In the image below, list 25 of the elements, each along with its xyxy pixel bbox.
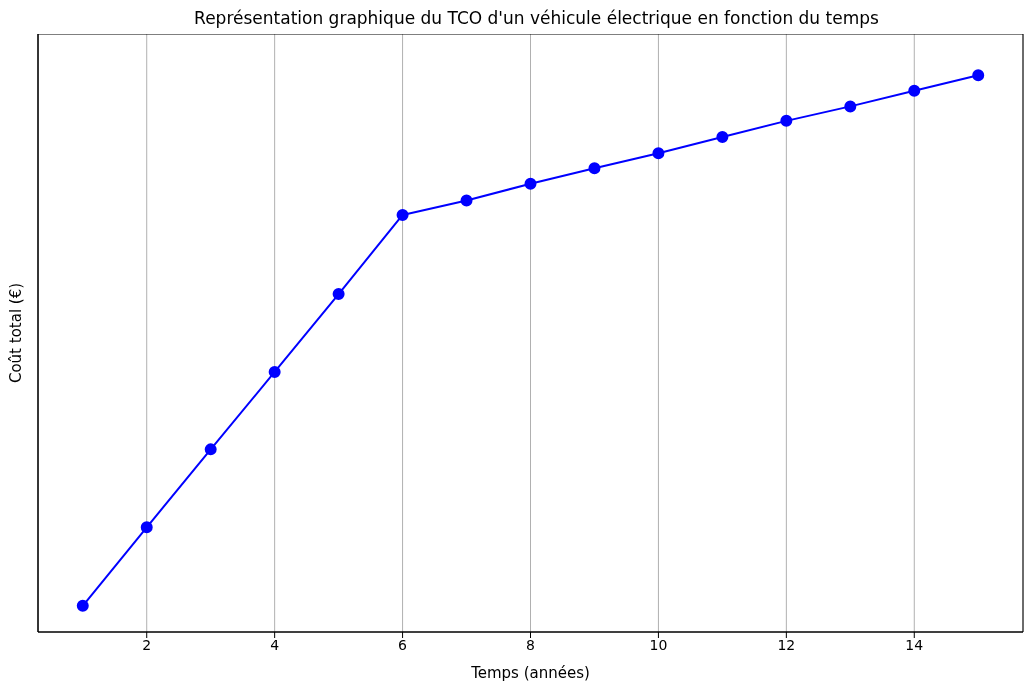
x-tick-label: 6 bbox=[398, 636, 408, 653]
x-tick-label: 12 bbox=[777, 636, 796, 653]
chart-title: Représentation graphique du TCO d'un véhicule électrique en fonction du temps bbox=[193, 8, 880, 30]
point bbox=[524, 177, 537, 190]
point bbox=[716, 131, 729, 144]
x-tick-label: 10 bbox=[649, 636, 668, 653]
point bbox=[908, 84, 921, 97]
point bbox=[396, 208, 409, 221]
y-axis-title: Coût total (€) bbox=[7, 282, 26, 384]
point bbox=[76, 599, 89, 612]
point bbox=[140, 521, 153, 534]
x-tick-label: 8 bbox=[526, 636, 535, 653]
point bbox=[652, 147, 665, 160]
point bbox=[972, 69, 985, 82]
x-axis-title: Temps (années) bbox=[470, 664, 590, 682]
point bbox=[204, 443, 217, 456]
x-tick-label: 2 bbox=[142, 636, 152, 653]
point bbox=[268, 365, 281, 378]
x-tick-label: 14 bbox=[905, 636, 924, 653]
point bbox=[844, 100, 857, 113]
point bbox=[332, 288, 345, 301]
point bbox=[780, 114, 793, 127]
point bbox=[460, 194, 473, 207]
x-tick-label: 4 bbox=[270, 636, 280, 653]
point bbox=[588, 162, 601, 175]
